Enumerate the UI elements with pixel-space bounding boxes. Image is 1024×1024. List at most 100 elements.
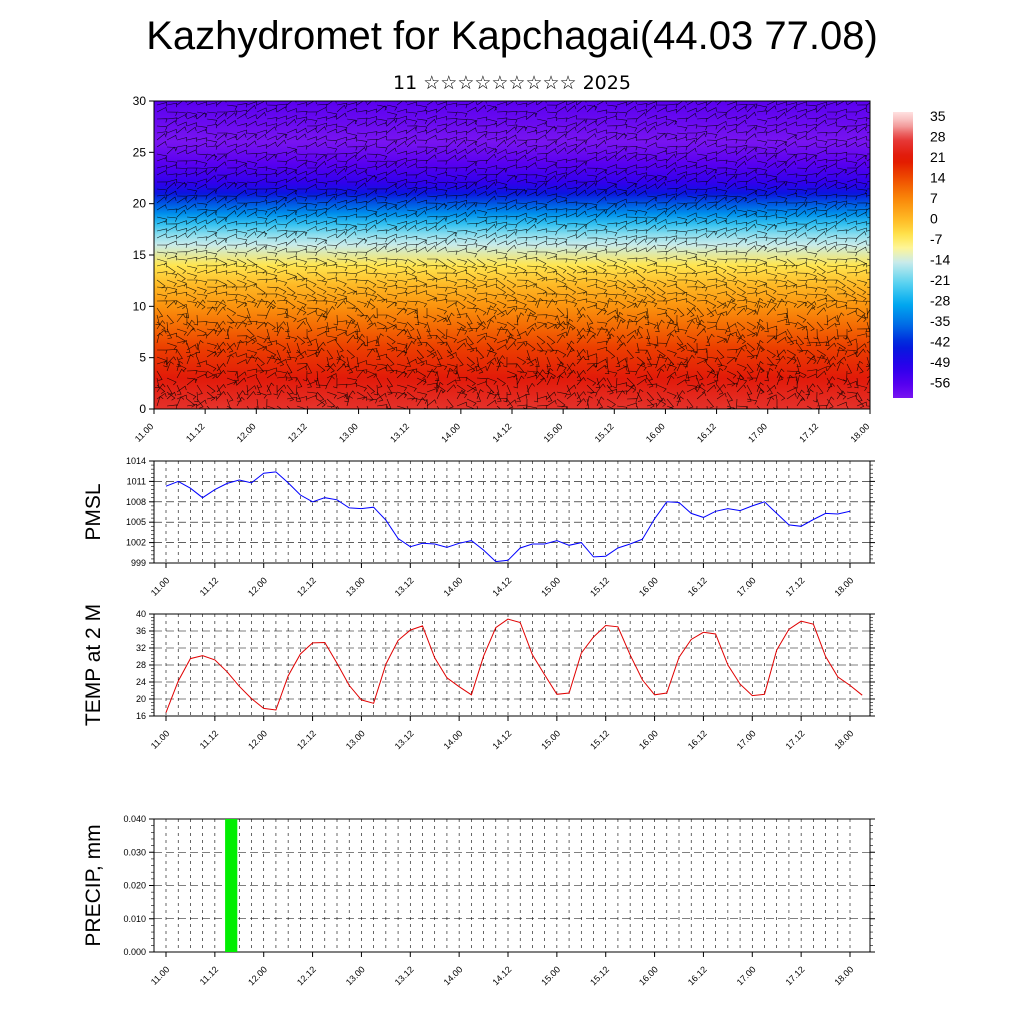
- wind-barb: [396, 182, 407, 190]
- wind-barb: [246, 373, 257, 379]
- wind-barb: [376, 353, 387, 359]
- wind-barb: [456, 370, 461, 381]
- wind-barb: [476, 292, 488, 297]
- wind-barb: [766, 190, 777, 197]
- wind-barb: [386, 301, 397, 309]
- wind-barb: [716, 367, 724, 379]
- wind-barb: [186, 126, 197, 134]
- wind-barb: [756, 258, 767, 266]
- wind-barb: [836, 335, 848, 340]
- wind-barb: [366, 209, 378, 216]
- wind-barb: [156, 356, 167, 364]
- wind-barb: [266, 265, 277, 273]
- wind-barb: [496, 186, 508, 192]
- wind-barb: [856, 286, 867, 295]
- wind-barb: [826, 303, 837, 309]
- wind-barb: [506, 134, 517, 141]
- wind-barb: [546, 278, 558, 283]
- wind-barb: [446, 335, 457, 343]
- wind-barb: [296, 111, 308, 116]
- wind-barb: [196, 373, 207, 379]
- wind-barb: [416, 149, 427, 155]
- wind-barb: [786, 247, 797, 253]
- wind-barb: [576, 224, 587, 232]
- wind-barb: [683, 356, 688, 368]
- wind-barb: [816, 286, 828, 294]
- wind-barb: [166, 300, 178, 305]
- wind-barb: [356, 101, 367, 106]
- wind-barb: [466, 230, 478, 237]
- wind-barb: [356, 154, 367, 162]
- wind-barb: [536, 240, 547, 246]
- wind-barb: [566, 384, 577, 393]
- wind-barb: [466, 335, 474, 346]
- wind-barb: [546, 356, 552, 367]
- wind-barb: [836, 349, 848, 355]
- wind-barb: [706, 167, 718, 174]
- wind-barb: [296, 307, 307, 316]
- wind-barb: [286, 128, 297, 134]
- wind-barb: [286, 114, 297, 120]
- wind-barb: [316, 293, 327, 301]
- wind-barb: [296, 119, 307, 127]
- wind-barb: [206, 350, 217, 358]
- wind-barb: [666, 319, 675, 330]
- wind-barb: [596, 265, 607, 274]
- wind-barb: [316, 331, 327, 337]
- wind-barb: [806, 126, 817, 134]
- wind-barb: [316, 201, 328, 207]
- x-tick-label: 18.00: [832, 964, 855, 987]
- wind-barb: [786, 387, 797, 393]
- wind-barb: [636, 166, 648, 171]
- wind-barbs: [154, 101, 870, 409]
- wind-barb: [586, 283, 597, 289]
- wind-barb: [256, 144, 268, 149]
- wind-barb: [366, 293, 378, 301]
- wind-barb: [706, 363, 715, 374]
- wind-barb: [296, 272, 306, 282]
- wind-barb: [726, 333, 734, 344]
- wind-barb: [676, 171, 687, 176]
- wind-barb: [396, 349, 408, 356]
- wind-barb: [156, 157, 167, 162]
- wind-barb: [536, 121, 547, 127]
- wind-barb: [536, 134, 547, 141]
- wind-barb: [626, 300, 637, 308]
- wind-barb: [366, 108, 377, 114]
- wind-barb: [456, 307, 462, 318]
- wind-barb: [546, 193, 558, 198]
- wind-barb: [326, 188, 338, 193]
- section-x-tick-label: 13.12: [388, 421, 411, 444]
- wind-barb: [176, 258, 188, 264]
- wind-barb: [706, 269, 717, 274]
- wind-barb: [646, 262, 657, 267]
- y-tick-label: 28: [136, 660, 146, 670]
- wind-barb: [496, 111, 508, 116]
- wind-barb: [546, 335, 556, 345]
- wind-barb: [816, 384, 824, 395]
- wind-barb: [596, 101, 607, 106]
- wind-barb: [626, 219, 637, 225]
- wind-barb: [806, 191, 817, 197]
- wind-barb: [306, 286, 316, 296]
- wind-barb: [716, 167, 728, 172]
- wind-barb: [596, 340, 608, 346]
- wind-barb: [666, 137, 678, 142]
- series-line: [165, 618, 863, 713]
- wind-barb: [366, 131, 378, 136]
- wind-barb: [206, 373, 217, 379]
- wind-barb: [476, 245, 487, 253]
- wind-barb: [856, 300, 868, 306]
- wind-barb: [686, 387, 697, 393]
- wind-barb: [576, 139, 588, 144]
- wind-barb: [436, 194, 448, 199]
- wind-barb: [396, 193, 407, 198]
- wind-barb: [736, 237, 747, 246]
- wind-barb: [266, 181, 278, 187]
- wind-barb: [346, 377, 358, 384]
- wind-barb: [842, 370, 848, 382]
- wind-barb: [586, 174, 598, 180]
- wind-barb: [496, 257, 508, 262]
- wind-barb: [706, 125, 718, 130]
- wind-barb: [776, 391, 786, 401]
